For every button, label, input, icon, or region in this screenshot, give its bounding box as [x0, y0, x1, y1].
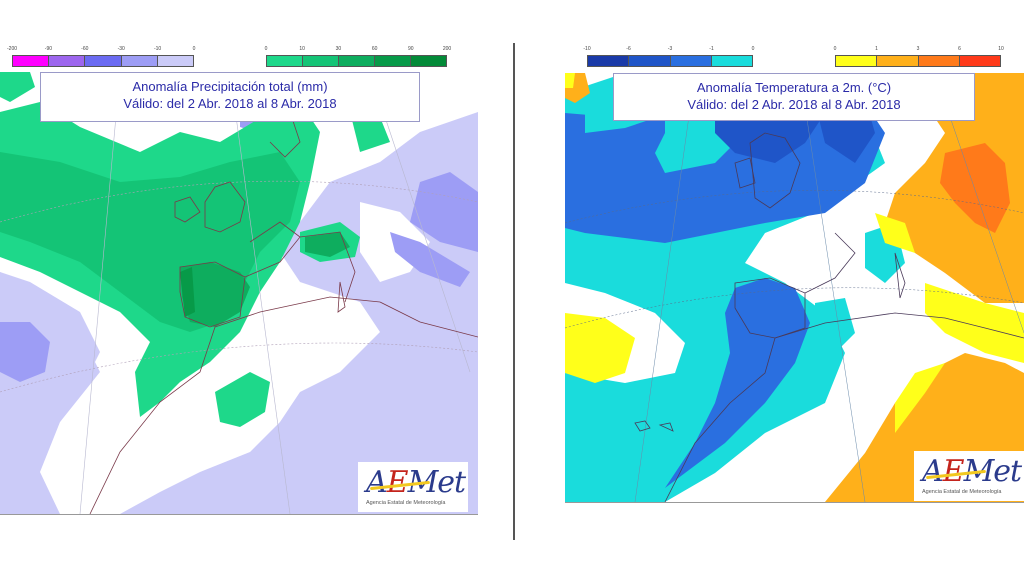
aemet-wordmark: AEMet	[922, 454, 1022, 489]
legend-ticks: -10 -6 -3 -1 0	[583, 46, 755, 55]
tick: -10	[153, 46, 162, 52]
swatch	[588, 56, 630, 66]
meridians	[79, 72, 471, 514]
map-title: Anomalía Temperatura a 2m. (°C)	[696, 80, 892, 95]
swatch	[877, 56, 919, 66]
legend-ticks: -200 -90 -60 -30 -10 0	[7, 46, 196, 55]
temperature-anomaly-map: Anomalía Temperatura a 2m. (°C) Válido: …	[565, 73, 1024, 503]
swatch	[918, 56, 960, 66]
coastlines	[89, 111, 478, 514]
logo-letter: A	[922, 454, 944, 489]
swatch	[711, 56, 752, 66]
legend-ticks: 0 10 30 60 90 200	[264, 46, 452, 55]
swatch	[303, 56, 339, 66]
temperature-map-graphic	[565, 73, 1024, 502]
logo-letter: E	[942, 454, 965, 489]
tick: 10	[998, 46, 1004, 52]
map-title: Anomalía Precipitación total (mm)	[132, 79, 328, 94]
tick: -60	[81, 46, 89, 52]
tick: -3	[667, 46, 673, 52]
tick: -6	[626, 46, 631, 52]
swatch	[157, 56, 194, 66]
precipitation-map-graphic	[0, 72, 478, 514]
temp-legend-positive: 0 1 3 6 10	[833, 46, 1004, 72]
coastlines	[634, 132, 1024, 502]
precipitation-anomaly-map: Anomalía Precipitación total (mm) Válido…	[0, 72, 478, 515]
precipitation-title-box: Anomalía Precipitación total (mm) Válido…	[40, 72, 420, 122]
panel-divider	[513, 43, 515, 540]
swatch	[375, 56, 411, 66]
aemet-logo: AEMet Agencia Estatal de Meteorología	[358, 462, 468, 512]
tick: 0	[264, 46, 268, 52]
swatch	[49, 56, 86, 66]
tick: -10	[583, 46, 591, 52]
tick: -200	[6, 46, 18, 52]
legend-ticks: 0 1 3 6 10	[833, 46, 1004, 55]
aemet-subtitle: Agencia Estatal de Meteorología	[366, 500, 446, 506]
swatch	[85, 56, 122, 66]
tick: 10	[299, 46, 305, 52]
precip-legend-positive: 0 10 30 60 90 200	[264, 46, 452, 72]
logo-letter: E	[386, 465, 409, 500]
tick: 0	[192, 46, 196, 52]
legend-color-bar	[266, 55, 447, 67]
temperature-title-box: Anomalía Temperatura a 2m. (°C) Válido: …	[613, 73, 975, 121]
aemet-subtitle: Agencia Estatal de Meteorología	[922, 489, 1002, 495]
legend-color-bar	[835, 55, 1001, 67]
tick: 30	[335, 46, 342, 52]
legend-color-bar	[587, 55, 753, 67]
tick: 90	[408, 46, 414, 52]
tick: 200	[442, 46, 452, 52]
precip-legend-negative: -200 -90 -60 -30 -10 0	[7, 46, 196, 72]
tick: -90	[44, 46, 53, 52]
aemet-wordmark: AEMet	[366, 465, 466, 500]
swatch	[339, 56, 375, 66]
swatch	[670, 56, 712, 66]
tick: -1	[709, 46, 714, 52]
temp-legend-negative: -10 -6 -3 -1 0	[583, 46, 755, 72]
tick: 1	[875, 46, 878, 52]
aemet-logo: AEMet Agencia Estatal de Meteorología	[914, 451, 1024, 501]
tick: 0	[751, 46, 755, 52]
tick: 3	[916, 46, 920, 52]
tick: 0	[833, 46, 837, 52]
map-validity: Válido: del 2 Abr. 2018 al 8 Abr. 2018	[123, 96, 337, 111]
swatch	[836, 56, 878, 66]
graticule	[565, 190, 1024, 329]
swatch	[629, 56, 671, 66]
swatch	[959, 56, 1000, 66]
swatch	[121, 56, 158, 66]
legend-color-bar	[12, 55, 194, 67]
map-validity: Válido: del 2 Abr. 2018 al 8 Abr. 2018	[687, 97, 901, 112]
swatch	[411, 56, 446, 66]
graticule	[0, 180, 478, 393]
tick: 60	[371, 46, 378, 52]
swatch	[13, 56, 50, 66]
tick: -30	[117, 46, 125, 52]
swatch	[267, 56, 303, 66]
tick: 6	[958, 46, 961, 52]
logo-letter: A	[366, 465, 388, 500]
